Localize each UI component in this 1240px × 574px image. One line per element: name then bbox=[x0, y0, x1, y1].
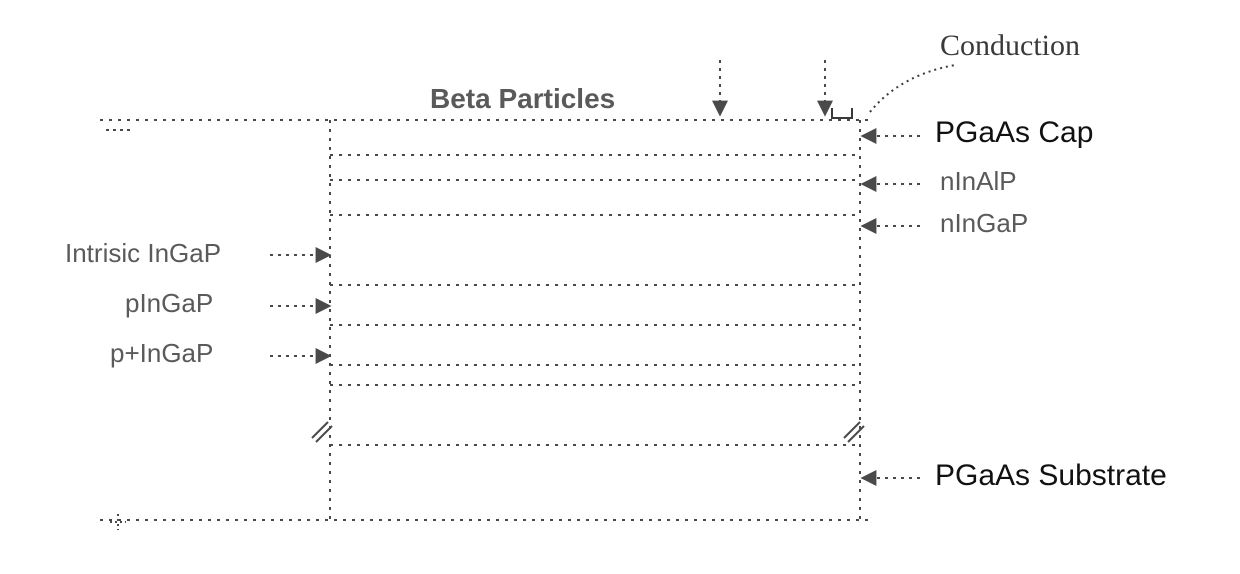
layer-stack bbox=[100, 120, 870, 520]
left-label-1: pInGaP bbox=[125, 288, 213, 318]
break-mark-0-b bbox=[316, 426, 332, 442]
break-mark-0-a bbox=[312, 422, 328, 438]
beta-particles-title: Beta Particles bbox=[430, 83, 615, 114]
handwritten-note: Conduction bbox=[832, 29, 1080, 118]
right-label-2: nInGaP bbox=[940, 208, 1028, 238]
break-mark-1-a bbox=[844, 422, 860, 438]
conduction-curve bbox=[870, 65, 955, 112]
conduction-text: Conduction bbox=[940, 29, 1080, 62]
left-label-0: Intrisic InGaP bbox=[65, 238, 221, 268]
right-labels: PGaAs Cap nInAlP nInGaP PGaAs Substrate bbox=[862, 116, 1167, 492]
conduction-bracket bbox=[832, 108, 852, 118]
layer-stack-diagram: Beta Particles Conduction Intrisic InGaP… bbox=[0, 0, 1240, 574]
break-mark-1-b bbox=[848, 426, 864, 442]
right-label-1: nInAlP bbox=[940, 166, 1017, 196]
beta-particles: Beta Particles bbox=[430, 60, 825, 115]
right-label-3: PGaAs Substrate bbox=[935, 459, 1167, 492]
misc-marks bbox=[106, 130, 864, 530]
left-label-2: p+InGaP bbox=[110, 338, 213, 368]
left-labels: Intrisic InGaP pInGaP p+InGaP bbox=[65, 238, 330, 368]
right-label-0: PGaAs Cap bbox=[935, 116, 1093, 149]
